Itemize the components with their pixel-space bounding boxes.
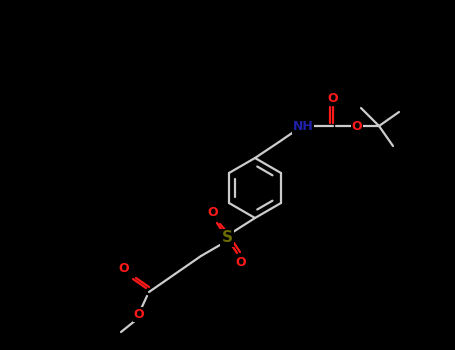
Text: O: O	[207, 206, 218, 219]
Text: O: O	[134, 308, 144, 321]
Text: O: O	[119, 262, 129, 275]
Text: S: S	[222, 231, 233, 245]
Text: O: O	[236, 257, 246, 270]
Text: NH: NH	[293, 119, 313, 133]
Text: O: O	[328, 91, 339, 105]
Text: O: O	[352, 119, 362, 133]
